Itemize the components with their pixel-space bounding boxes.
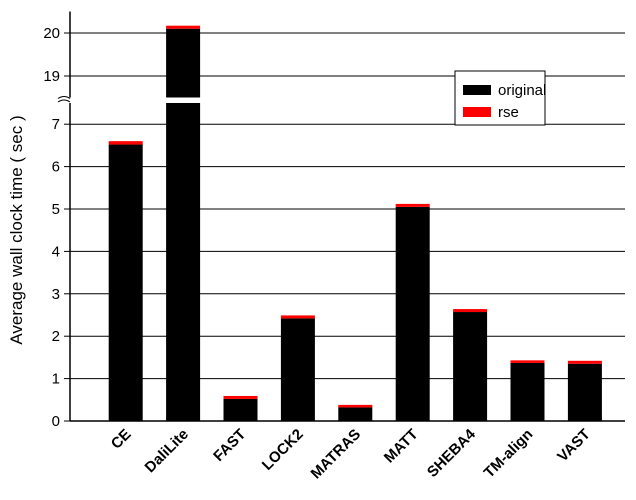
- bar-segment: [510, 360, 545, 363]
- y-tick-label: 19: [43, 68, 60, 85]
- bar-segment: [166, 25, 201, 29]
- y-tick-label: 6: [52, 159, 60, 176]
- axis-break: [58, 97, 625, 103]
- bar-segment: [453, 309, 488, 313]
- bar-segment: [108, 141, 143, 145]
- bar-segment: [280, 318, 315, 421]
- bar-segment: [510, 362, 545, 421]
- x-tick-label: DaliLite: [142, 426, 192, 476]
- bar-segment: [223, 398, 258, 421]
- legend-label: original: [498, 82, 546, 99]
- break-mark: [57, 96, 71, 103]
- bar-segment: [338, 404, 373, 408]
- x-tick-label: MATRAS: [308, 426, 365, 483]
- y-tick-label: 0: [52, 413, 60, 430]
- legend-swatch: [463, 107, 491, 117]
- legend-swatch: [463, 85, 491, 95]
- bar-segment: [395, 203, 430, 207]
- bar-segment: [567, 363, 602, 421]
- x-tick-label: SHEBA4: [424, 425, 480, 481]
- x-tick-label: CE: [108, 426, 135, 453]
- bar-segment: [395, 206, 430, 421]
- x-tick-label: TM-align: [481, 426, 537, 482]
- x-tick-label: MATT: [381, 426, 422, 467]
- bar-segment: [338, 407, 373, 421]
- y-tick-label: 4: [52, 243, 60, 260]
- bar-segment: [567, 360, 602, 364]
- x-tick-label: VAST: [554, 426, 594, 466]
- x-tick-label: LOCK2: [259, 426, 307, 474]
- bar-segment: [223, 395, 258, 399]
- bar-segment: [453, 312, 488, 421]
- y-tick-label: 3: [52, 286, 60, 303]
- y-tick-label: 20: [43, 25, 60, 42]
- y-tick-label: 7: [52, 116, 60, 133]
- bar-segment: [108, 144, 143, 421]
- x-tick-label: FAST: [210, 426, 249, 465]
- y-axis-label: Average wall clock time ( sec ): [7, 115, 26, 344]
- y-tick-label: 5: [52, 201, 60, 218]
- y-tick-label: 1: [52, 371, 60, 388]
- bar-segment: [166, 28, 201, 421]
- y-tick-label: 2: [52, 328, 60, 345]
- legend-label: rse: [498, 104, 519, 121]
- bar-segment: [280, 315, 315, 319]
